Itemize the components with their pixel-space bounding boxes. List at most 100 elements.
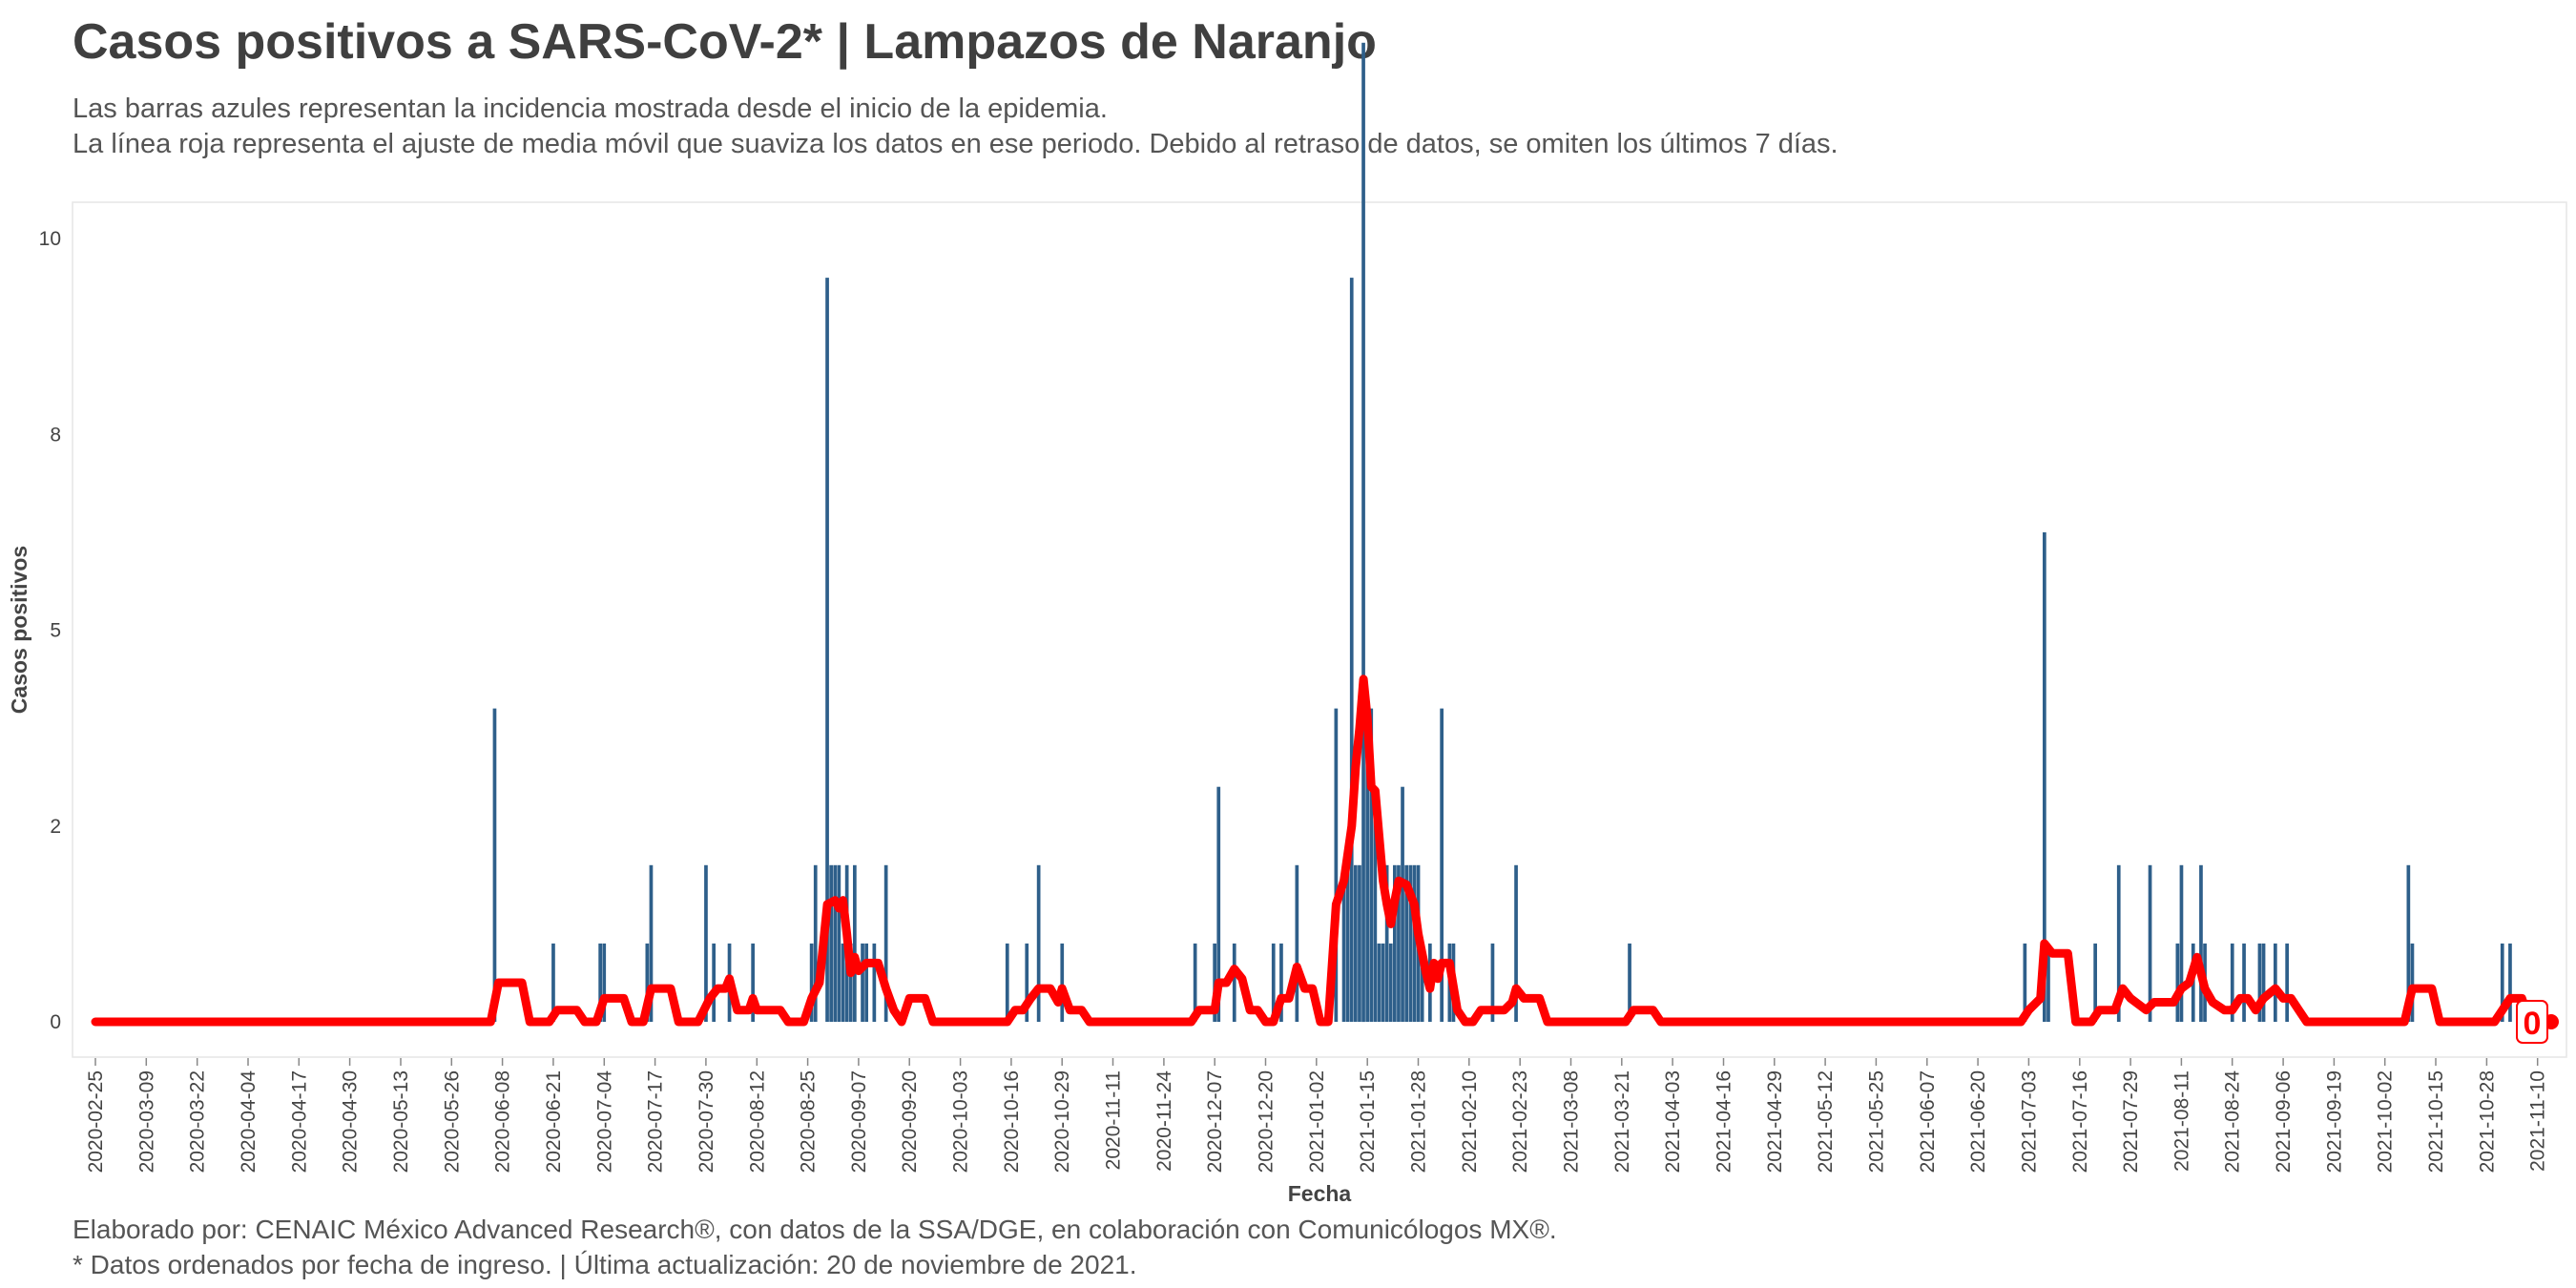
x-tick-label: 2020-06-08	[492, 1070, 514, 1173]
x-tick-label: 2021-03-21	[1611, 1070, 1633, 1173]
bar-2021-08-31	[2257, 943, 2262, 1022]
x-tick-label: 2021-11-10	[2527, 1070, 2549, 1172]
x-tick-label: 2021-10-15	[2425, 1070, 2447, 1173]
bar-2021-01-07	[1334, 708, 1339, 1022]
bar-2021-02-16	[1490, 943, 1495, 1022]
bar-2021-01-21	[1388, 943, 1393, 1022]
x-tick-label: 2020-08-12	[746, 1070, 768, 1173]
x-tick-label: 2020-03-09	[135, 1070, 157, 1173]
bar-2021-07-20	[2093, 943, 2097, 1022]
bar-2020-08-27	[813, 864, 818, 1022]
bar-2021-01-17	[1373, 786, 1378, 1022]
x-tick-label: 2020-10-03	[950, 1070, 972, 1173]
y-tick-label: 2	[50, 816, 61, 838]
y-tick-label: 0	[50, 1011, 61, 1033]
bar-2020-07-30	[704, 864, 708, 1022]
footer-credit: Elaborado por: CENAIC México Advanced Re…	[73, 1215, 1557, 1244]
x-tick-label: 2021-04-16	[1714, 1070, 1735, 1173]
x-tick-label: 2020-11-24	[1153, 1070, 1175, 1172]
bar-2020-09-06	[853, 864, 857, 1022]
bar-2020-10-20	[1025, 943, 1029, 1022]
bar-2021-01-19	[1381, 943, 1385, 1022]
bar-2020-08-30	[825, 278, 829, 1023]
bar-2021-09-07	[2285, 943, 2289, 1022]
moving-average-line	[91, 675, 2554, 1027]
end-label-box	[2516, 1000, 2548, 1044]
x-tick-label: 2020-06-21	[543, 1070, 565, 1173]
x-tick-label: 2021-01-28	[1408, 1070, 1430, 1173]
x-tick-label: 2021-09-19	[2323, 1070, 2345, 1173]
x-tick-label: 2021-06-20	[1967, 1070, 1989, 1173]
bar-2021-01-25	[1404, 864, 1408, 1022]
x-tick-label: 2021-03-08	[1561, 1070, 1583, 1173]
bar-2021-01-13	[1358, 864, 1361, 1022]
x-tick-label: 2020-04-30	[340, 1070, 362, 1173]
bar-2020-08-11	[751, 943, 755, 1022]
end-label: 0	[2524, 1006, 2542, 1042]
bar-2020-07-16	[649, 864, 654, 1022]
x-tick-label: 2021-04-29	[1764, 1070, 1786, 1173]
bar-2020-06-06	[492, 708, 497, 1022]
x-tick-label: 2020-10-29	[1051, 1070, 1073, 1173]
x-tick-label: 2020-08-25	[798, 1070, 820, 1173]
bar-2020-08-31	[829, 864, 833, 1022]
bar-2020-06-21	[551, 943, 555, 1022]
x-tick-label: 2020-02-25	[85, 1070, 107, 1173]
y-tick-label: 8	[50, 424, 61, 446]
bar-2020-09-14	[883, 864, 888, 1022]
bar-2020-09-11	[872, 943, 877, 1022]
x-tick-label: 2020-07-04	[593, 1070, 615, 1174]
plot-frame	[72, 201, 2567, 1058]
bar-2021-07-02	[2023, 943, 2027, 1022]
x-tick-label: 2021-01-15	[1357, 1070, 1379, 1173]
bar-2021-11-01	[2500, 943, 2504, 1022]
bar-2020-09-02	[837, 864, 841, 1022]
bar-2020-07-15	[645, 943, 650, 1022]
bar-2021-08-16	[2199, 864, 2203, 1022]
bar-2020-09-01	[833, 864, 838, 1022]
x-tick-label: 2021-06-07	[1917, 1070, 1939, 1173]
bar-2021-02-03	[1440, 708, 1444, 1022]
x-axis: 2020-02-25 2020-03-09 2020-03-22 2020-04-04…	[85, 1058, 2549, 1173]
bar-2021-01-09	[1341, 864, 1346, 1022]
x-tick-label: 2021-02-23	[1509, 1070, 1531, 1173]
bar-2021-01-18	[1377, 943, 1381, 1022]
bar-2020-08-26	[809, 943, 814, 1022]
bar-2020-09-09	[864, 943, 868, 1022]
chart-subtitle: Las barras azules representan la inciden…	[73, 92, 1839, 162]
bar-2021-01-16	[1369, 708, 1374, 1022]
bar-2021-01-23	[1397, 864, 1401, 1022]
bar-2021-07-26	[2116, 864, 2121, 1022]
bar-2021-01-24	[1401, 786, 1404, 1022]
chart-footer: Elaborado por: CENAIC México Advanced Re…	[73, 1212, 1557, 1282]
x-tick-label: 2021-07-03	[2018, 1070, 2040, 1173]
x-tick-label: 2020-04-17	[288, 1070, 310, 1173]
bar-2021-09-01	[2261, 943, 2266, 1022]
x-tick-label: 2021-08-24	[2222, 1070, 2244, 1174]
x-tick-label: 2020-03-22	[187, 1070, 209, 1173]
bar-series	[492, 42, 2512, 1023]
end-value-marker: 0	[2516, 1000, 2559, 1044]
x-tick-label: 2021-10-02	[2375, 1070, 2397, 1173]
x-tick-label: 2021-05-12	[1815, 1070, 1837, 1173]
x-tick-label: 2020-09-20	[899, 1070, 921, 1173]
bar-2021-01-12	[1354, 864, 1358, 1022]
x-tick-label: 2020-05-26	[441, 1070, 463, 1173]
x-tick-label: 2020-05-13	[390, 1070, 412, 1173]
bar-2021-11-03	[2508, 943, 2512, 1022]
bar-2020-07-03	[598, 943, 602, 1022]
subtitle-line-1: Las barras azules representan la inciden…	[73, 93, 1108, 124]
bar-2021-08-10	[2175, 943, 2180, 1022]
x-tick-label: 2020-07-30	[696, 1070, 717, 1173]
bar-2020-08-01	[712, 943, 716, 1022]
y-axis: 0 2 5 8 10	[39, 228, 61, 1033]
x-axis-title: Fecha	[1288, 1181, 1352, 1206]
bar-2021-01-26	[1408, 864, 1413, 1022]
bar-2020-10-29	[1060, 943, 1065, 1022]
bar-2020-12-22	[1271, 943, 1276, 1022]
bar-2021-01-15	[1365, 708, 1369, 1022]
bar-2021-07-07	[2043, 531, 2046, 1022]
bar-2021-01-29	[1420, 943, 1424, 1022]
x-tick-label: 2020-10-16	[1001, 1070, 1023, 1173]
